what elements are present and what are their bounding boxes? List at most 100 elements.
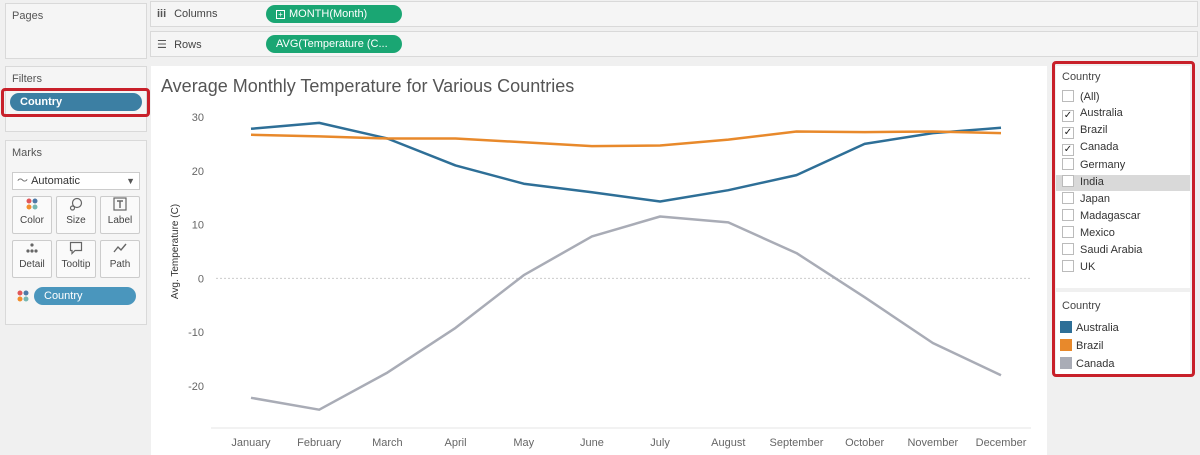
x-tick-label: August	[711, 437, 745, 449]
columns-pill-month[interactable]: + MONTH(Month)	[266, 5, 402, 23]
filters-title: Filters	[12, 73, 42, 85]
checkbox-icon[interactable]	[1062, 175, 1074, 187]
marks-panel: Marks 〜 Automatic ▼ Color Size Label Det…	[5, 140, 147, 325]
line-mark-icon: 〜	[17, 175, 28, 187]
legend-item-canada[interactable]: Canada	[1060, 357, 1115, 373]
filter-item-uk[interactable]: UK	[1056, 260, 1190, 276]
marks-color-pill-country[interactable]: Country	[34, 287, 136, 305]
filter-item-label: Madagascar	[1080, 210, 1141, 222]
path-button-label: Path	[109, 259, 131, 270]
filter-item-saudi-arabia[interactable]: Saudi Arabia	[1056, 243, 1190, 259]
x-tick-label: September	[770, 437, 824, 449]
pages-panel[interactable]: Pages	[5, 3, 147, 59]
x-tick-label: June	[580, 437, 604, 449]
x-tick-label: July	[650, 437, 670, 449]
x-tick-label: March	[372, 437, 403, 449]
country-filter-card: Country (All) ✓ Australia ✓ Brazil ✓ Canada Ger…	[1056, 66, 1190, 288]
filter-item-madagascar[interactable]: Madagascar	[1056, 209, 1190, 225]
filter-item-label: Japan	[1080, 193, 1110, 205]
filter-item-australia[interactable]: ✓ Australia	[1056, 107, 1190, 123]
filter-item-brazil[interactable]: ✓ Brazil	[1056, 124, 1190, 140]
filter-item-mexico[interactable]: Mexico	[1056, 226, 1190, 242]
tooltip-button[interactable]: Tooltip	[56, 240, 96, 278]
x-tick-label: May	[513, 437, 534, 449]
filter-item-label: India	[1080, 176, 1104, 188]
rows-label: Rows	[174, 39, 202, 51]
y-tick-label: -10	[188, 327, 204, 339]
checkbox-icon[interactable]	[1062, 209, 1074, 221]
chart-title: Average Monthly Temperature for Various …	[161, 76, 575, 96]
filter-highlight-box	[1, 88, 150, 117]
detail-icon	[13, 241, 51, 259]
rows-icon: ☰	[157, 39, 167, 51]
filter-item-all[interactable]: (All)	[1056, 90, 1190, 106]
checkbox-icon[interactable]	[1062, 260, 1074, 272]
columns-label-wrap: iii Columns	[157, 8, 217, 20]
checkbox-icon[interactable]: ✓	[1062, 110, 1074, 122]
color-legend: Country Australia Brazil Canada	[1056, 292, 1190, 374]
color-dots-icon	[16, 289, 30, 306]
legend-item-brazil[interactable]: Brazil	[1060, 339, 1104, 355]
right-panel-highlight-box	[1052, 61, 1195, 377]
filter-item-japan[interactable]: Japan	[1056, 192, 1190, 208]
detail-button[interactable]: Detail	[12, 240, 52, 278]
checkbox-icon[interactable]: ✓	[1062, 144, 1074, 156]
columns-label: Columns	[174, 8, 218, 20]
x-tick-label: April	[445, 437, 467, 449]
size-icon	[57, 197, 95, 215]
marks-title: Marks	[12, 147, 42, 159]
filter-item-label: Germany	[1080, 159, 1126, 171]
filter-item-germany[interactable]: Germany	[1056, 158, 1190, 174]
checkbox-icon[interactable]: ✓	[1062, 127, 1074, 139]
checkbox-icon[interactable]	[1062, 158, 1074, 170]
y-tick-label: 30	[192, 112, 204, 124]
path-button[interactable]: Path	[100, 240, 140, 278]
label-button[interactable]: Label	[100, 196, 140, 234]
checkbox-icon[interactable]	[1062, 192, 1074, 204]
legend-item-label: Brazil	[1076, 340, 1104, 352]
color-button-label: Color	[20, 215, 44, 226]
x-tick-label: October	[845, 437, 884, 449]
expand-icon: +	[276, 10, 285, 19]
filter-item-label: Saudi Arabia	[1080, 244, 1143, 256]
filter-item-label: Mexico	[1080, 227, 1115, 239]
label-icon	[101, 197, 139, 215]
filter-item-label: Brazil	[1080, 124, 1108, 136]
rows-label-wrap: ☰ Rows	[157, 38, 202, 51]
tooltip-button-label: Tooltip	[61, 259, 91, 270]
columns-pill-label: MONTH(Month)	[289, 8, 368, 20]
color-dots-icon	[13, 197, 51, 215]
color-button[interactable]: Color	[12, 196, 52, 234]
chart-area: Average Monthly Temperature for Various …	[151, 66, 1047, 455]
legend-item-australia[interactable]: Australia	[1060, 321, 1119, 337]
filters-panel[interactable]: Filters Country	[5, 66, 147, 132]
rows-pill-avg-temperature[interactable]: AVG(Temperature (C...	[266, 35, 402, 53]
y-axis-label: Avg. Temperature (C)	[170, 204, 181, 299]
path-icon	[101, 241, 139, 259]
series-line-brazil	[250, 130, 1002, 148]
x-tick-label: December	[976, 437, 1027, 449]
x-tick-label: February	[297, 437, 342, 449]
filter-item-canada[interactable]: ✓ Canada	[1056, 141, 1190, 157]
y-tick-label: 20	[192, 166, 204, 178]
size-button[interactable]: Size	[56, 196, 96, 234]
columns-shelf[interactable]: iii Columns + MONTH(Month)	[150, 1, 1198, 27]
chevron-down-icon: ▼	[126, 176, 135, 186]
legend-swatch	[1060, 357, 1072, 369]
checkbox-icon[interactable]	[1062, 243, 1074, 255]
legend-item-label: Canada	[1076, 358, 1115, 370]
filter-item-india[interactable]: India	[1056, 175, 1190, 191]
filter-pill-country[interactable]: Country	[10, 93, 142, 111]
series-line-australia	[250, 121, 1002, 203]
legend-swatch	[1060, 321, 1072, 333]
legend-swatch	[1060, 339, 1072, 351]
x-tick-label: January	[231, 437, 271, 449]
rows-shelf[interactable]: ☰ Rows AVG(Temperature (C...	[150, 31, 1198, 57]
checkbox-icon[interactable]	[1062, 90, 1074, 102]
filter-item-label: UK	[1080, 261, 1096, 273]
pages-title: Pages	[12, 10, 44, 22]
label-button-label: Label	[107, 215, 133, 226]
checkbox-icon[interactable]	[1062, 226, 1074, 238]
detail-button-label: Detail	[19, 259, 45, 270]
mark-type-dropdown[interactable]: 〜 Automatic ▼	[12, 172, 140, 190]
